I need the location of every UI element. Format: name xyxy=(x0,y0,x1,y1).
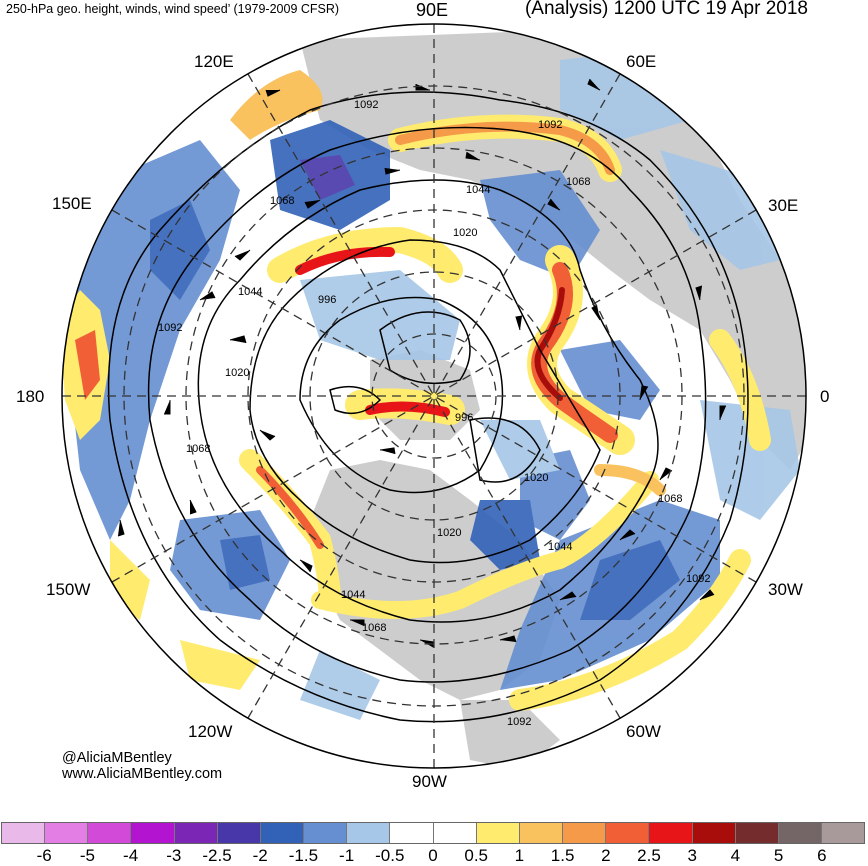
contour-label: 1068 xyxy=(270,195,294,207)
graticule xyxy=(62,24,806,768)
contour-label: 1020 xyxy=(225,367,249,379)
colorbar-tick-label: 3 xyxy=(687,846,697,865)
wind-barbs xyxy=(117,78,726,648)
lon-label-60e: 60E xyxy=(626,52,657,71)
contour-label: 1092 xyxy=(158,322,182,334)
colorbar-tick-label: 5 xyxy=(773,846,784,865)
credit-handle: @AliciaMBentley xyxy=(62,750,172,766)
polar-map: 1092 1092 1068 1044 1020 1068 1044 996 1… xyxy=(61,23,807,769)
colorbar-tick-label: -3 xyxy=(166,846,182,865)
colorbar-swatch xyxy=(174,823,218,843)
colorbar-swatch xyxy=(563,823,607,843)
contour-label: 1068 xyxy=(566,176,590,188)
colorbar-tick-label: -2 xyxy=(252,846,268,865)
colorbar-swatch xyxy=(433,823,477,843)
colorbar-tick-label: -4 xyxy=(123,846,139,865)
colorbar-swatch xyxy=(45,823,89,843)
lon-label-120e: 120E xyxy=(194,52,234,71)
colorbar xyxy=(1,822,865,844)
colorbar-ticks: -6 -5 -4 -3 -2.5 -2 -1.5 -1 -0.5 0 0.5 1 1.5 2 2.5 3 4 5 6 xyxy=(0,846,868,866)
contour-label: 1068 xyxy=(362,622,386,634)
colorbar-swatch xyxy=(88,823,132,843)
colorbar-tick-label: -2.5 xyxy=(202,846,232,865)
contour-label: 1092 xyxy=(686,573,710,585)
contour-label: 1044 xyxy=(238,286,262,298)
negative-anomalies xyxy=(70,50,800,720)
contour-label: 1044 xyxy=(341,589,365,601)
lon-label-30w: 30W xyxy=(768,580,803,599)
colorbar-swatch xyxy=(390,823,434,843)
colorbar-swatch xyxy=(217,823,261,843)
contour-label: 1044 xyxy=(466,184,490,196)
colorbar-swatch xyxy=(692,823,736,843)
lon-label-180: 180 xyxy=(16,387,45,406)
colorbar-swatch xyxy=(778,823,822,843)
lon-label-30e: 30E xyxy=(768,196,799,215)
colorbar-tick-label: 0.5 xyxy=(464,846,489,865)
colorbar-swatch xyxy=(476,823,520,843)
colorbar-swatch xyxy=(821,823,865,843)
positive-anomalies xyxy=(62,70,771,711)
contour-label: 1068 xyxy=(186,443,210,455)
lon-label-90e: 90E xyxy=(416,0,449,20)
colorbar-swatch xyxy=(304,823,348,843)
colorbar-swatch xyxy=(735,823,779,843)
contour-label: 1092 xyxy=(354,99,378,111)
colorbar-swatch xyxy=(606,823,650,843)
colorbar-tick-label: -1.5 xyxy=(288,846,319,865)
map-border xyxy=(61,23,807,769)
colorbar-tick-label: 1 xyxy=(514,846,525,865)
colorbar-swatch xyxy=(649,823,693,843)
contour-label: 1044 xyxy=(548,541,572,553)
contour-label: 1020 xyxy=(437,527,461,539)
colorbar-swatch xyxy=(2,823,46,843)
lon-label-120w: 120W xyxy=(188,722,233,741)
colorbar-tick-label: 2.5 xyxy=(637,846,661,865)
colorbar-tick-label: -5 xyxy=(79,846,95,865)
colorbar-tick-label: -0.5 xyxy=(375,846,405,865)
title-left: 250-hPa geo. height, winds, wind speed’ … xyxy=(6,2,340,16)
lon-label-90w: 90W xyxy=(412,772,447,791)
contour-label: 1020 xyxy=(453,227,477,239)
contour-label: 996 xyxy=(455,412,473,424)
contour-label: 1092 xyxy=(538,119,562,131)
contour-label: 1092 xyxy=(507,716,531,728)
lon-label-150e: 150E xyxy=(52,194,92,213)
lon-label-150w: 150W xyxy=(46,580,91,599)
colorbar-tick-label: 0 xyxy=(428,846,438,865)
colorbar-swatch xyxy=(347,823,391,843)
title-right: (Analysis) 1200 UTC 19 Apr 2018 xyxy=(524,0,808,19)
contour-label: 1068 xyxy=(658,493,682,505)
contour-label: 1020 xyxy=(524,472,548,484)
colorbar-swatch xyxy=(519,823,564,843)
contour-label: 996 xyxy=(318,294,336,306)
colorbar-tick-label: 1.5 xyxy=(550,846,575,865)
credit-site: www.AliciaMBentley.com xyxy=(62,766,223,782)
colorbar-tick-label: 2 xyxy=(601,846,611,865)
colorbar-swatch xyxy=(260,823,305,843)
colorbar-tick-label: -6 xyxy=(36,846,52,865)
colorbar-swatch xyxy=(131,823,175,843)
contour-label-group: 1092 1092 1068 1044 1020 1068 1044 996 1… xyxy=(158,99,710,728)
colorbar-tick-label: -1 xyxy=(339,846,355,865)
colorbar-tick-label: 4 xyxy=(730,846,741,865)
lon-label-0: 0 xyxy=(820,387,830,406)
lon-label-60w: 60W xyxy=(626,722,661,741)
colorbar-tick-label: 6 xyxy=(817,846,827,865)
